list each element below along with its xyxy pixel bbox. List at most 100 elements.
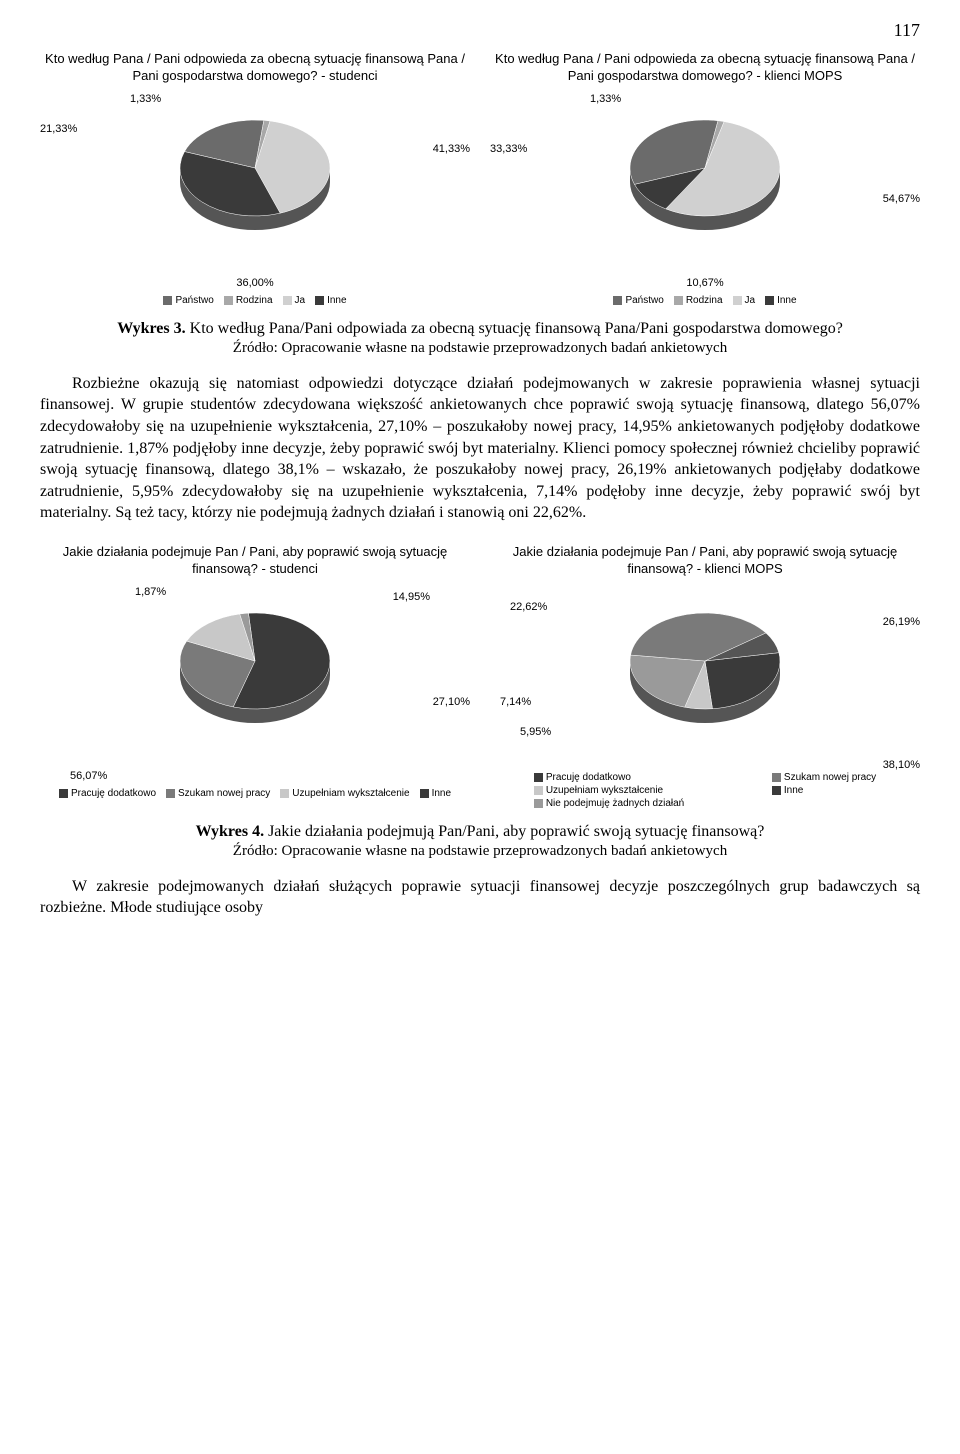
legend-label: Uzupełniam wykształcenie	[546, 785, 663, 796]
legend-label: Szukam nowej pracy	[178, 788, 270, 799]
legend-item: Inne	[315, 295, 346, 306]
chart3-legend: Pracuję dodatkowo Szukam nowej pracy Uzupe…	[40, 788, 470, 799]
page-number: 117	[40, 20, 920, 41]
legend-item: Pracuję dodatkowo	[534, 772, 631, 783]
legend-label: Inne	[777, 295, 796, 306]
wykres4-caption-rest: Jakie działania podejmują Pan/Pani, aby …	[264, 823, 764, 840]
chart4-label-1: 26,19%	[883, 616, 920, 628]
chart4-legend-right: Szukam nowej pracy Inne	[772, 772, 876, 809]
chart3-label-2: 27,10%	[433, 696, 470, 708]
chart1-col: Kto według Pana / Pani odpowieda za obec…	[40, 51, 470, 306]
chart2-pie	[605, 93, 805, 253]
chart4-pie-wrap: 22,62% 26,19% 7,14% 5,95% 38,10%	[490, 586, 920, 766]
chart3-title: Jakie działania podejmuje Pan / Pani, ab…	[40, 544, 470, 578]
legend-item: Uzupełniam wykształcenie	[534, 785, 663, 796]
legend-item: Państwo	[163, 295, 213, 306]
chart2-label-0: 33,33%	[490, 143, 527, 155]
chart4-legend: Pracuję dodatkowo Uzupełniam wykształceni…	[490, 772, 920, 809]
legend-swatch	[315, 296, 324, 305]
legend-swatch	[166, 789, 175, 798]
wykres3-source: Źródło: Opracowanie własne na podstawie …	[40, 340, 920, 357]
legend-swatch	[534, 786, 543, 795]
chart4-label-2: 7,14%	[500, 696, 531, 708]
chart1-below-pct: 36,00%	[40, 277, 470, 289]
wykres4-caption: Wykres 4. Jakie działania podejmują Pan/…	[40, 823, 920, 841]
chart4-legend-left: Pracuję dodatkowo Uzupełniam wykształceni…	[534, 772, 684, 809]
chart2-label-2: 54,67%	[883, 193, 920, 205]
legend-item: Ja	[733, 295, 756, 306]
legend-label: Państwo	[175, 295, 213, 306]
chart1-label-2: 41,33%	[433, 143, 470, 155]
legend-item: Inne	[765, 295, 796, 306]
legend-swatch	[534, 799, 543, 808]
legend-swatch	[224, 296, 233, 305]
final-paragraph: W zakresie podejmowanych działań służący…	[40, 876, 920, 919]
body-paragraph: Rozbieżne okazują się natomiast odpowied…	[40, 373, 920, 524]
legend-swatch	[733, 296, 742, 305]
legend-label: Nie podejmuję żadnych działań	[546, 798, 684, 809]
legend-swatch	[163, 296, 172, 305]
legend-item: Uzupełniam wykształcenie	[280, 788, 409, 799]
legend-swatch	[534, 773, 543, 782]
legend-swatch	[280, 789, 289, 798]
chart4-pie	[605, 586, 805, 746]
legend-swatch	[765, 296, 774, 305]
chart-row-2: Jakie działania podejmuje Pan / Pani, ab…	[40, 544, 920, 809]
chart4-label-4: 38,10%	[883, 759, 920, 771]
legend-label: Rodzina	[686, 295, 723, 306]
chart4-col: Jakie działania podejmuje Pan / Pani, ab…	[490, 544, 920, 809]
chart2-legend: Państwo Rodzina Ja Inne	[490, 295, 920, 306]
chart1-legend: Państwo Rodzina Ja Inne	[40, 295, 470, 306]
chart3-label-1: 14,95%	[393, 591, 430, 603]
legend-swatch	[772, 773, 781, 782]
chart3-below-pct: 56,07%	[70, 770, 470, 782]
chart3-pie	[155, 586, 355, 746]
chart1-title: Kto według Pana / Pani odpowieda za obec…	[40, 51, 470, 85]
legend-item: Państwo	[613, 295, 663, 306]
legend-item: Inne	[420, 788, 451, 799]
wykres3-caption-rest: Kto według Pana/Pani odpowiada za obecną…	[186, 320, 843, 337]
legend-label: Ja	[295, 295, 306, 306]
chart2-title: Kto według Pana / Pani odpowieda za obec…	[490, 51, 920, 85]
chart3-pie-wrap: 1,87% 14,95% 27,10%	[40, 586, 470, 766]
chart1-pie	[155, 93, 355, 253]
chart2-below-pct: 10,67%	[490, 277, 920, 289]
legend-label: Inne	[327, 295, 346, 306]
chart-row-1: Kto według Pana / Pani odpowieda za obec…	[40, 51, 920, 306]
chart4-label-0: 22,62%	[510, 601, 547, 613]
legend-item: Rodzina	[224, 295, 273, 306]
wykres3-caption-bold: Wykres 3.	[117, 320, 185, 337]
legend-item: Ja	[283, 295, 306, 306]
legend-swatch	[772, 786, 781, 795]
chart2-col: Kto według Pana / Pani odpowieda za obec…	[490, 51, 920, 306]
legend-swatch	[420, 789, 429, 798]
chart1-pie-wrap: 21,33% 1,33% 41,33%	[40, 93, 470, 273]
legend-label: Państwo	[625, 295, 663, 306]
legend-item: Szukam nowej pracy	[166, 788, 270, 799]
wykres4-caption-bold: Wykres 4.	[196, 823, 264, 840]
legend-item: Nie podejmuję żadnych działań	[534, 798, 684, 809]
chart1-label-1: 1,33%	[130, 93, 161, 105]
final-paragraph-text: W zakresie podejmowanych działań służący…	[40, 876, 920, 919]
chart2-pie-wrap: 33,33% 1,33% 54,67%	[490, 93, 920, 273]
legend-label: Uzupełniam wykształcenie	[292, 788, 409, 799]
chart2-label-1: 1,33%	[590, 93, 621, 105]
legend-label: Inne	[432, 788, 451, 799]
body-paragraph-text: Rozbieżne okazują się natomiast odpowied…	[40, 373, 920, 524]
chart3-col: Jakie działania podejmuje Pan / Pani, ab…	[40, 544, 470, 809]
chart3-label-0: 1,87%	[135, 586, 166, 598]
legend-swatch	[283, 296, 292, 305]
wykres4-source: Źródło: Opracowanie własne na podstawie …	[40, 843, 920, 860]
legend-label: Ja	[745, 295, 756, 306]
legend-label: Pracuję dodatkowo	[546, 772, 631, 783]
chart4-title: Jakie działania podejmuje Pan / Pani, ab…	[490, 544, 920, 578]
legend-item: Szukam nowej pracy	[772, 772, 876, 783]
legend-label: Pracuję dodatkowo	[71, 788, 156, 799]
legend-item: Pracuję dodatkowo	[59, 788, 156, 799]
legend-label: Szukam nowej pracy	[784, 772, 876, 783]
legend-item: Rodzina	[674, 295, 723, 306]
legend-swatch	[613, 296, 622, 305]
legend-label: Inne	[784, 785, 803, 796]
chart1-label-0: 21,33%	[40, 123, 77, 135]
chart4-label-3: 5,95%	[520, 726, 551, 738]
